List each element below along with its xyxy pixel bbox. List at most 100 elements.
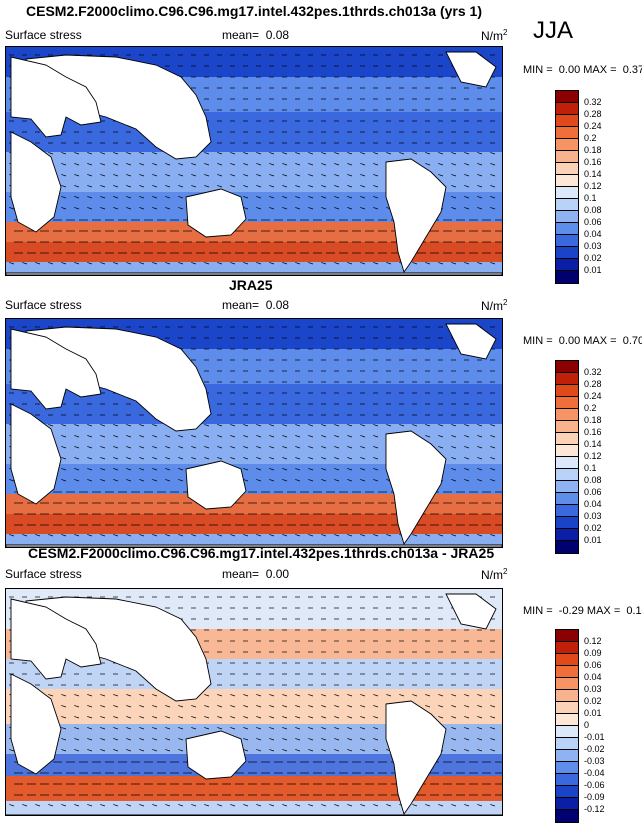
panel1-variable: Surface stress (5, 28, 82, 42)
colorbar-label: 0.14 (584, 439, 602, 449)
colorbar-swatch (556, 211, 578, 223)
colorbar-swatch (556, 750, 578, 762)
colorbar-swatch (556, 127, 578, 139)
colorbar-label: -0.02 (584, 744, 605, 754)
panel1-map (5, 46, 503, 276)
panel1-colorbar (555, 90, 579, 284)
season-label: JJA (533, 17, 574, 44)
colorbar-swatch (556, 385, 578, 397)
colorbar-swatch (556, 247, 578, 259)
colorbar-swatch (556, 457, 578, 469)
colorbar-label: 0.24 (584, 391, 602, 401)
colorbar-swatch (556, 690, 578, 702)
map-canvas (6, 319, 502, 547)
colorbar-label: 0.16 (584, 157, 602, 167)
colorbar-swatch (556, 505, 578, 517)
colorbar-swatch (556, 541, 578, 553)
panel2-map (5, 318, 503, 548)
colorbar-label: -0.04 (584, 768, 605, 778)
colorbar-label: 0.02 (584, 696, 602, 706)
panel3-units: N/m2 (481, 567, 508, 582)
colorbar-swatch (556, 103, 578, 115)
colorbar-swatch (556, 235, 578, 247)
panel2-title: JRA25 (229, 277, 273, 293)
panel2-units: N/m2 (481, 298, 508, 313)
colorbar-label: 0.01 (584, 708, 602, 718)
colorbar-label: 0.04 (584, 499, 602, 509)
colorbar-label: 0.03 (584, 511, 602, 521)
colorbar-label: 0 (584, 720, 590, 730)
colorbar-label: -0.12 (584, 804, 605, 814)
panel2-variable: Surface stress (5, 298, 82, 312)
map-canvas (6, 47, 502, 275)
colorbar-label: 0.09 (584, 648, 602, 658)
colorbar-label: 0.2 (584, 133, 597, 143)
colorbar-label: -0.09 (584, 792, 605, 802)
colorbar-label: 0.18 (584, 415, 602, 425)
colorbar-label: 0.06 (584, 660, 602, 670)
colorbar-label: 0.08 (584, 205, 602, 215)
colorbar-swatch (556, 798, 578, 810)
panel3-variable: Surface stress (5, 567, 82, 581)
colorbar-swatch (556, 630, 578, 642)
colorbar-swatch (556, 738, 578, 750)
colorbar-swatch (556, 433, 578, 445)
colorbar-label: 0.18 (584, 145, 602, 155)
panel1-colorbar-labels: 0.32 0.28 0.24 0.2 0.18 0.16 0.14 0.12 0.1 0.08 0.… (584, 96, 602, 276)
colorbar-label: 0.28 (584, 379, 602, 389)
colorbar-swatch (556, 726, 578, 738)
panel2-colorbar-labels: 0.32 0.28 0.24 0.2 0.18 0.16 0.14 0.12 0.1 0.08 0.… (584, 366, 602, 546)
colorbar-swatch (556, 493, 578, 505)
colorbar-label: 0.12 (584, 636, 602, 646)
colorbar-swatch (556, 361, 578, 373)
colorbar-label: 0.32 (584, 367, 602, 377)
colorbar-label: 0.02 (584, 253, 602, 263)
colorbar-label: 0.04 (584, 229, 602, 239)
colorbar-label: 0.03 (584, 241, 602, 251)
panel2-minmax: MIN = 0.00 MAX = 0.70 (523, 335, 642, 347)
panel3-colorbar (555, 629, 579, 823)
colorbar-swatch (556, 139, 578, 151)
colorbar-swatch (556, 666, 578, 678)
colorbar-swatch (556, 517, 578, 529)
colorbar-swatch (556, 175, 578, 187)
colorbar-swatch (556, 199, 578, 211)
colorbar-swatch (556, 223, 578, 235)
colorbar-swatch (556, 529, 578, 541)
colorbar-swatch (556, 810, 578, 822)
map-canvas (6, 589, 502, 815)
colorbar-label: 0.06 (584, 217, 602, 227)
colorbar-label: -0.01 (584, 732, 605, 742)
colorbar-swatch (556, 702, 578, 714)
colorbar-swatch (556, 373, 578, 385)
colorbar-label: 0.01 (584, 265, 602, 275)
colorbar-label: 0.28 (584, 109, 602, 119)
panel1-mean: mean= 0.08 (222, 28, 290, 42)
panel3-minmax: MIN = -0.29 MAX = 0.14 (523, 605, 642, 617)
colorbar-swatch (556, 481, 578, 493)
colorbar-label: 0.32 (584, 97, 602, 107)
colorbar-swatch (556, 786, 578, 798)
colorbar-label: 0.1 (584, 193, 597, 203)
panel1-title: CESM2.F2000climo.C96.C96.mg17.intel.432p… (26, 3, 482, 19)
colorbar-label: 0.12 (584, 451, 602, 461)
panel1-units: N/m2 (481, 28, 508, 43)
panel2-colorbar (555, 360, 579, 554)
colorbar-label: 0.1 (584, 463, 597, 473)
colorbar-swatch (556, 654, 578, 666)
panel2-mean: mean= 0.08 (222, 298, 290, 312)
colorbar-swatch (556, 469, 578, 481)
colorbar-swatch (556, 421, 578, 433)
colorbar-swatch (556, 678, 578, 690)
colorbar-label: 0.12 (584, 181, 602, 191)
colorbar-swatch (556, 187, 578, 199)
colorbar-swatch (556, 259, 578, 271)
colorbar-label: 0.02 (584, 523, 602, 533)
colorbar-label: 0.24 (584, 121, 602, 131)
colorbar-label: 0.04 (584, 672, 602, 682)
colorbar-label: 0.14 (584, 169, 602, 179)
colorbar-swatch (556, 642, 578, 654)
colorbar-label: -0.03 (584, 756, 605, 766)
colorbar-label: 0.16 (584, 427, 602, 437)
colorbar-label: 0.03 (584, 684, 602, 694)
